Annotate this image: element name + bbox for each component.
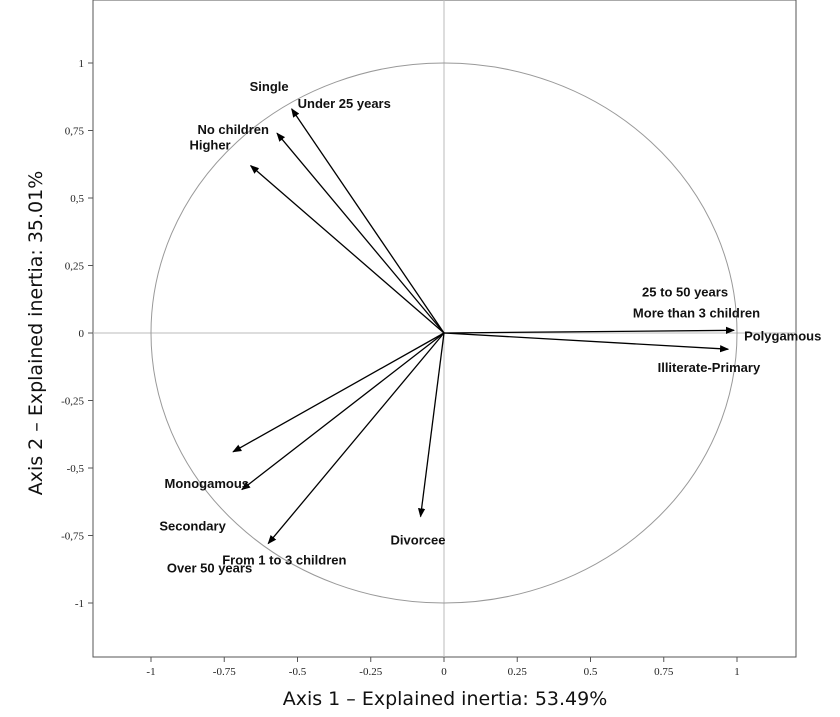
x-tick-label: -0.25 — [359, 666, 382, 678]
vector-label: Divorcee — [391, 533, 446, 548]
variable-vector-arrow — [249, 165, 445, 334]
vector-label: Monogamous — [165, 476, 250, 491]
vector-label: Secondary — [159, 519, 226, 534]
x-axis-title: Axis 1 – Explained inertia: 53.49% — [283, 688, 608, 710]
y-tick-label: -0,25 — [61, 396, 84, 408]
vector-label: Under 25 years — [298, 96, 391, 111]
y-tick-label: 0,25 — [65, 261, 85, 273]
x-tick-label: 0.25 — [508, 666, 528, 678]
x-tick-label: -1 — [146, 666, 155, 678]
x-tick-label: 1 — [734, 666, 740, 678]
vector-label: Single — [250, 79, 289, 94]
variable-vector-arrow — [276, 132, 445, 334]
vector-label: No children — [197, 122, 269, 137]
vector-label: Illiterate-Primary — [658, 360, 761, 375]
x-tick-label: 0 — [441, 666, 447, 678]
x-tick-label: 0.75 — [654, 666, 674, 678]
y-axis-title: Axis 2 – Explained inertia: 35.01% — [25, 171, 47, 496]
variable-vector-arrow — [443, 326, 735, 335]
variable-vector-arrow — [232, 332, 445, 453]
vector-label: From 1 to 3 children — [222, 553, 346, 568]
vector-label: Over 50 years — [167, 561, 252, 576]
variable-vector-arrow — [267, 332, 445, 545]
y-tick-label: 0,5 — [70, 193, 84, 205]
x-tick-label: -0.5 — [289, 666, 307, 678]
vector-label: Higher — [189, 138, 230, 153]
vector-label: Polygamous — [744, 328, 821, 343]
y-tick-label: 0,75 — [65, 126, 85, 138]
y-tick-label: 0 — [79, 328, 85, 340]
unit-circle — [150, 62, 738, 604]
variable-vector-arrow — [241, 332, 445, 491]
vector-label: 25 to 50 years — [642, 284, 728, 299]
x-tick-label: 0.5 — [584, 666, 598, 678]
variable-vector-arrow — [291, 108, 445, 334]
y-tick-label: -1 — [75, 598, 84, 610]
y-tick-label: 1 — [79, 58, 85, 70]
y-tick-label: -0,75 — [61, 531, 84, 543]
variable-vector-arrow — [443, 332, 730, 353]
variable-vector-arrow — [417, 332, 445, 518]
y-tick-label: -0,5 — [67, 463, 85, 475]
x-tick-label: -0.75 — [213, 666, 236, 678]
vector-label: More than 3 children — [633, 305, 760, 320]
